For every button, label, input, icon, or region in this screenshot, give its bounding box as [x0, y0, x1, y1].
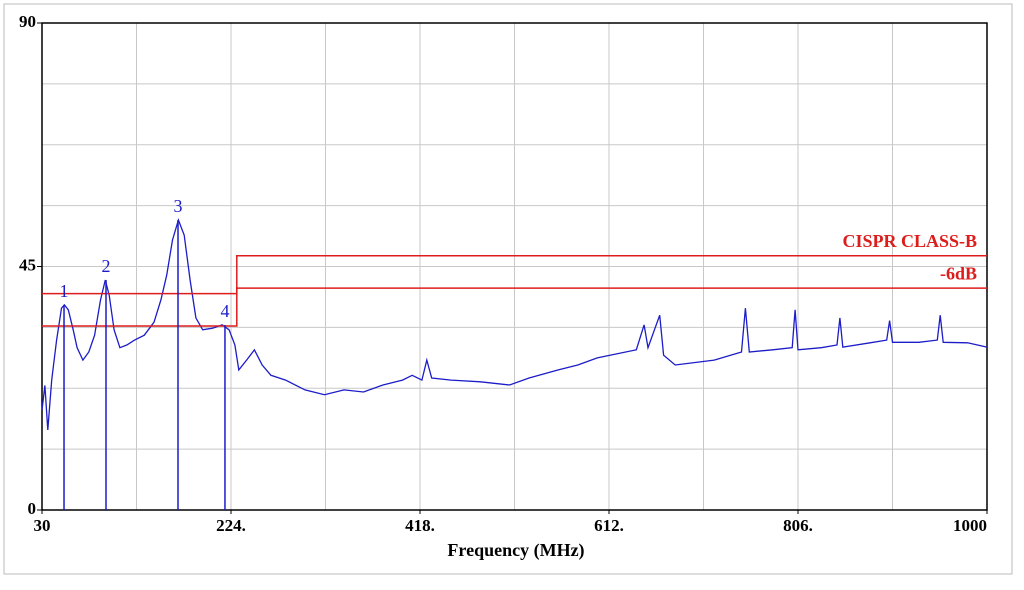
x-axis-label: Frequency (MHz): [447, 540, 584, 561]
marker-label: 4: [220, 301, 229, 321]
trace: [41, 217, 988, 430]
x-tick-label: 224.: [216, 516, 246, 535]
limit-line: [42, 287, 987, 327]
y-tick-label: 0: [28, 499, 37, 518]
legend-label: CISPR CLASS-B: [842, 231, 977, 251]
y-tick-label: 45: [19, 255, 36, 274]
x-tick-label: 612.: [594, 516, 624, 535]
limit-line: [42, 254, 987, 295]
x-tick-label: 30: [34, 516, 51, 535]
frame: [3, 3, 1013, 575]
x-tick-label: 1000: [953, 516, 987, 535]
marker-label: 1: [60, 281, 69, 301]
legend-label: -6dB: [940, 263, 977, 283]
marker-label: 2: [102, 256, 111, 276]
x-tick-label: 418.: [405, 516, 435, 535]
x-tick-label: 806.: [783, 516, 813, 535]
y-tick-label: 90: [19, 12, 36, 31]
marker-label: 3: [174, 196, 183, 216]
